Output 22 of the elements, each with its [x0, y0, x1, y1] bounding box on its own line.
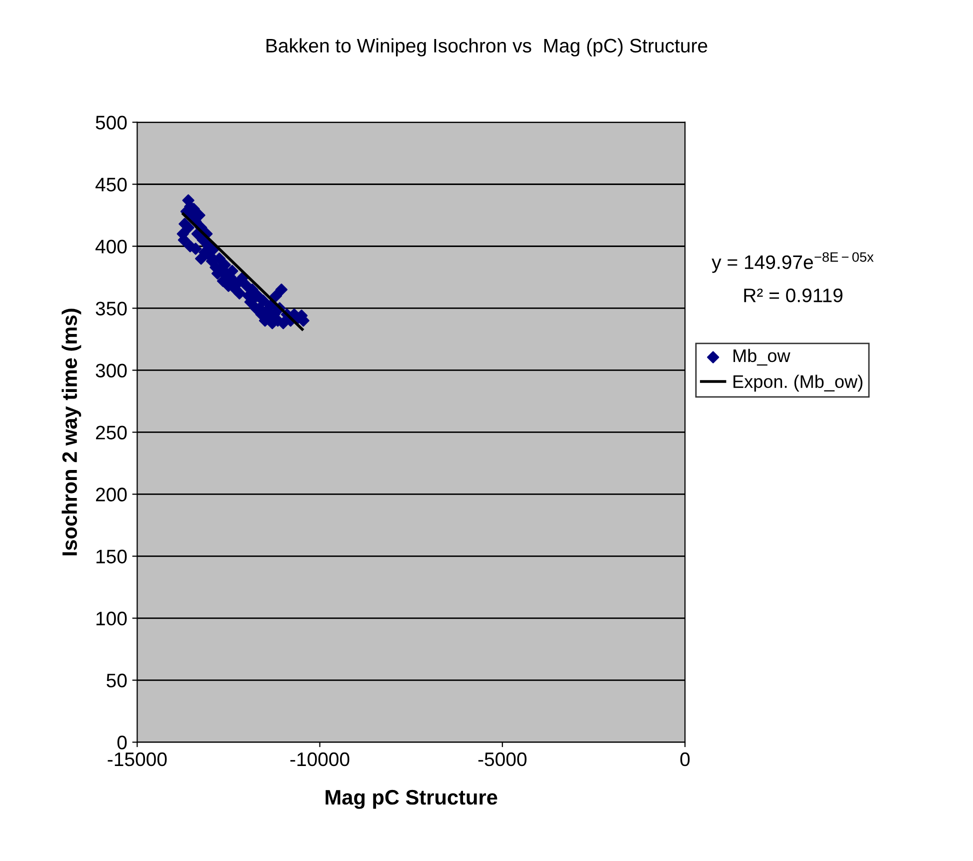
y-tick-label: 350 — [96, 302, 127, 316]
y-tick-label: 500 — [96, 116, 127, 130]
x-tick-label: -10000 — [290, 752, 350, 766]
y-tick-label: 300 — [96, 364, 127, 378]
x-axis-title: Mag pC Structure — [326, 790, 498, 809]
x-tick-label: -5000 — [478, 752, 526, 766]
legend-label: Expon. (Mb_ow) — [734, 374, 862, 392]
chart-title: Bakken to Winipeg Isochron vs Mag (pC) Structure — [266, 38, 708, 56]
y-axis-title: Isochron 2 way time (ms) — [62, 308, 82, 556]
text: R² = 0.9119 — [744, 288, 842, 302]
y-tick-label: 450 — [95, 178, 127, 192]
y-tick-label: 100 — [96, 612, 127, 626]
legend-label: Mb_ow — [734, 348, 790, 366]
text: y = 149.97e$^{−8E−05x}$ — [712, 252, 874, 273]
y-tick-label: 250 — [96, 426, 127, 440]
x-tick-label: 0 — [680, 752, 690, 766]
x-tick-label: -15000 — [108, 752, 167, 766]
y-tick-label: 50 — [106, 674, 127, 688]
y-tick-label: 150 — [96, 550, 127, 564]
y-tick-label: 0 — [117, 736, 127, 750]
y-tick-label: 200 — [96, 488, 127, 502]
y-tick-label: 400 — [95, 240, 127, 254]
